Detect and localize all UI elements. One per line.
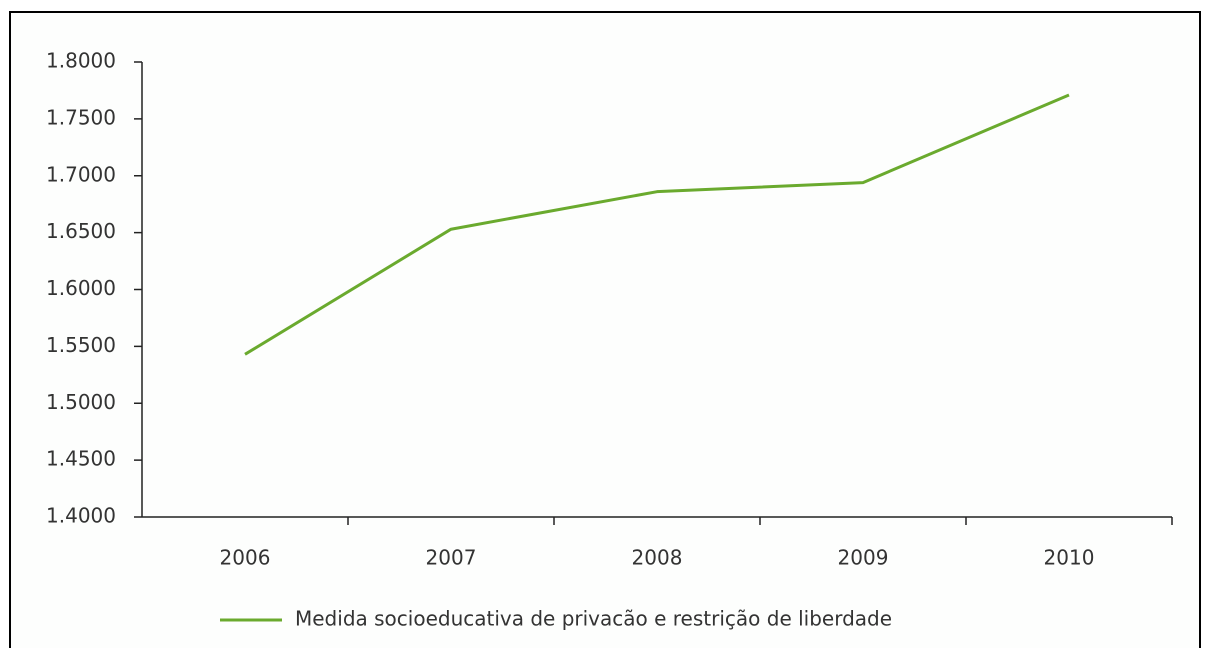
y-tick-label: 1.8000 — [46, 49, 116, 73]
y-tick-label: 1.4500 — [46, 447, 116, 471]
y-tick-label: 1.7000 — [46, 162, 116, 186]
y-tick-label: 1.5000 — [46, 390, 116, 414]
x-tick-label: 2007 — [426, 546, 477, 570]
x-tick-label: 2008 — [632, 546, 683, 570]
y-tick-label: 1.6500 — [46, 219, 116, 243]
line — [244, 93, 1070, 356]
x-tick-label: 2009 — [838, 546, 889, 570]
legend-label: Medida socioeducativa de privacão e rest… — [295, 607, 892, 631]
y-tick-label: 1.7500 — [46, 105, 116, 129]
frame — [9, 11, 1201, 648]
x-tick-label: 2010 — [1044, 546, 1095, 570]
y-tick-label: 1.4000 — [46, 504, 116, 528]
y-tick-label: 1.5500 — [46, 333, 116, 357]
y-tick-label: 1.6000 — [46, 276, 116, 300]
x-tick-label: 2006 — [220, 546, 271, 570]
